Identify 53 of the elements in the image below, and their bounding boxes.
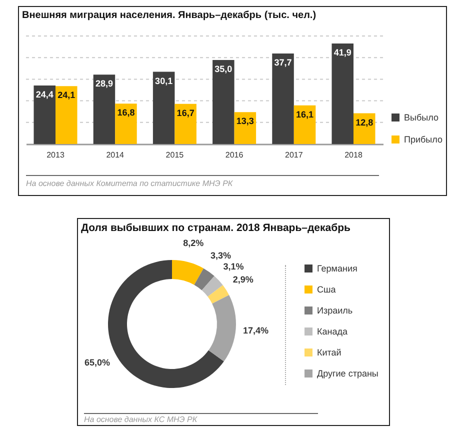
chart-title: Доля выбывших по странам. 2018 Январь–декабрь (81, 222, 350, 235)
text: На основе данных КС МНЭ РК (84, 415, 198, 425)
legend-label: Канада (317, 326, 348, 336)
data-label: 41,9 (334, 47, 352, 58)
data-label: 17,4% (242, 325, 269, 336)
data-label: 3,3% (210, 250, 232, 261)
legend-label: Выбыло (404, 112, 438, 122)
data-label: 30,1 (155, 76, 173, 86)
bar (115, 104, 137, 144)
x-tick-label: 2014 (106, 150, 125, 160)
data-label: 8,2% (183, 238, 204, 248)
data-label: 24,1 (58, 90, 76, 100)
text: На основе данных Комитета по статистике МНЭ РК (26, 179, 233, 189)
donut-slice (172, 260, 204, 285)
bar (56, 86, 78, 144)
x-tick-label: 2015 (166, 150, 184, 160)
donut-slice (108, 260, 224, 388)
data-label: 37,7 (274, 58, 292, 68)
data-label: 28,9 (95, 78, 113, 89)
x-tick-label: 2017 (285, 150, 304, 160)
donut-slice (194, 268, 214, 290)
x-tick-label: 2018 (344, 150, 363, 160)
x-tick-label: 2016 (225, 150, 244, 160)
legend-label: Израиль (317, 306, 353, 316)
data-label: 2,9% (232, 274, 254, 284)
chart-title: Внешняя миграция населения. Январь–декабрь (тыс. чел.) (22, 10, 316, 22)
data-label: 13,3 (236, 116, 254, 126)
bar (332, 43, 354, 144)
bar (93, 74, 116, 144)
data-label: 16,8 (117, 108, 135, 118)
bar (272, 54, 294, 144)
data-label: 16,7 (176, 108, 194, 118)
bar (34, 85, 56, 144)
donut-slice (202, 276, 223, 297)
legend-label: Прибыло (404, 134, 442, 144)
bar (212, 60, 234, 144)
data-label: 35,0 (214, 64, 232, 74)
data-label: 12,8 (356, 117, 374, 128)
bar (174, 104, 196, 144)
bar (294, 105, 316, 144)
donut-slice (208, 285, 230, 304)
legend-label: Германия (317, 264, 358, 274)
data-label: 3,1% (223, 262, 244, 272)
x-tick-label: 2013 (46, 150, 65, 160)
legend-label: Другие страны (317, 368, 378, 378)
legend-label: Сша (317, 284, 336, 294)
data-label: 16,1 (296, 109, 314, 120)
data-label: 65,0% (84, 357, 110, 368)
bar (152, 72, 175, 144)
data-label: 24,4 (36, 89, 54, 100)
legend-label: Китай (317, 348, 342, 358)
bar (354, 113, 376, 144)
donut-slice (208, 295, 236, 362)
